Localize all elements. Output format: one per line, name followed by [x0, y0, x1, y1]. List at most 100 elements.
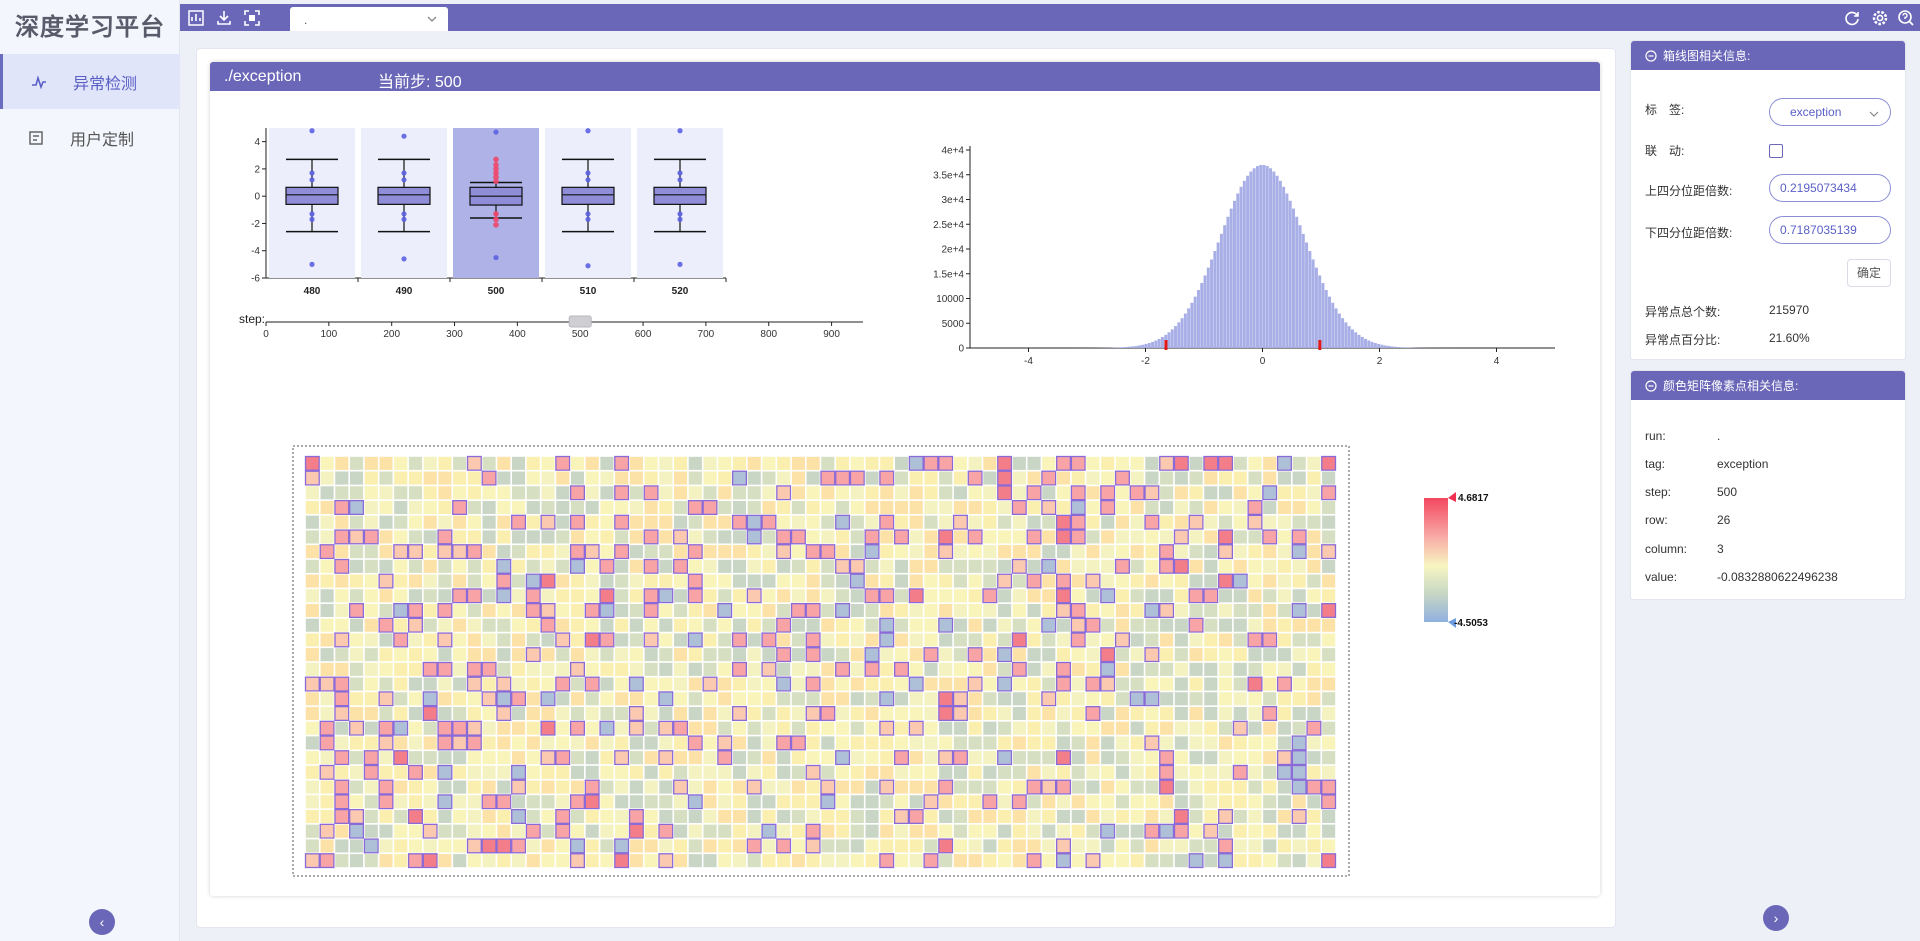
- heatmap-anomaly-cell: [702, 499, 718, 516]
- minus-circle-icon[interactable]: [1645, 379, 1657, 392]
- heatmap-cell: [1100, 691, 1115, 706]
- heatmap-cell: [408, 824, 423, 839]
- box-info-panel: 箱线图相关信息: 标 签: exception 联 动: 上四分位距倍数: 0.…: [1630, 40, 1906, 360]
- histogram-bar: [1377, 343, 1381, 348]
- total-label: 异常点总个数:: [1645, 305, 1721, 319]
- confirm-button[interactable]: 确定: [1847, 259, 1891, 287]
- minus-circle-icon[interactable]: [1645, 49, 1657, 62]
- link-field-label: 联 动:: [1645, 144, 1685, 158]
- sidebar-item-anomaly[interactable]: 异常检测: [0, 54, 180, 109]
- heatmap-cell: [1321, 559, 1336, 574]
- run-select[interactable]: .: [290, 7, 448, 31]
- heatmap-cell: [673, 809, 688, 824]
- heatmap-cell: [1188, 765, 1204, 780]
- heatmap-cell: [1277, 706, 1292, 721]
- histogram-x-tick-label: -2: [1141, 356, 1150, 367]
- fullscreen-icon[interactable]: [242, 8, 262, 28]
- heatmap-anomaly-cell: [1011, 794, 1027, 810]
- collapse-sidebar-button[interactable]: ‹: [89, 909, 115, 935]
- lower-iqr-input[interactable]: 0.7187035139: [1769, 216, 1891, 244]
- histogram-bar: [1255, 166, 1259, 348]
- histogram-bar: [1311, 259, 1315, 348]
- heatmap-cell: [408, 647, 423, 662]
- heatmap-cell: [909, 573, 924, 589]
- heatmap-cell: [570, 676, 585, 692]
- heatmap-cell: [1174, 765, 1189, 780]
- help-icon[interactable]: [1896, 8, 1916, 28]
- heatmap-cell: [423, 529, 438, 545]
- heatmap-cell: [1026, 544, 1042, 559]
- heatmap-cell: [1321, 662, 1336, 677]
- heatmap-cell: [805, 721, 821, 736]
- heatmap-cell: [364, 794, 379, 809]
- heatmap-cell: [1115, 676, 1130, 692]
- sidebar-item-custom[interactable]: 用户定制: [0, 110, 180, 165]
- download-icon[interactable]: [214, 8, 234, 28]
- link-checkbox[interactable]: [1769, 144, 1783, 158]
- chart-icon[interactable]: [186, 8, 206, 28]
- step-slider[interactable]: step:0 100 200 300 400 500 600 700 800 900: [239, 312, 863, 340]
- label-select[interactable]: exception: [1769, 98, 1891, 126]
- heatmap-cell: [349, 853, 364, 868]
- histogram-bar: [1308, 251, 1312, 348]
- heatmap-cell: [1321, 470, 1336, 486]
- histogram-bar: [1403, 347, 1407, 348]
- heatmap-cell: [1277, 529, 1292, 545]
- heatmap-cell: [967, 853, 983, 868]
- step-slider-handle[interactable]: [568, 315, 592, 328]
- heatmap-cell: [702, 529, 718, 545]
- heatmap-cell: [1071, 794, 1086, 809]
- histogram-x-tick-label: 4: [1494, 356, 1500, 367]
- info-label-column: column:: [1645, 542, 1688, 556]
- heatmap-cell: [688, 779, 703, 795]
- heatmap-cell: [658, 618, 674, 633]
- heatmap-anomaly-cell: [1159, 764, 1175, 780]
- heatmap-cell: [1026, 735, 1042, 751]
- next-button[interactable]: ›: [1763, 905, 1789, 931]
- heatmap-cell: [967, 603, 983, 618]
- heatmap-cell: [1174, 647, 1189, 662]
- heatmap-cell: [776, 515, 791, 530]
- heatmap-anomaly-cell: [1026, 529, 1042, 545]
- heatmap-cell: [1012, 544, 1027, 559]
- upper-iqr-input[interactable]: 0.2195073434: [1769, 174, 1891, 202]
- heatmap-cell: [658, 779, 674, 795]
- heatmap-cell: [643, 662, 659, 677]
- heatmap-cell: [570, 750, 585, 765]
- heatmap-cell: [1144, 838, 1160, 854]
- heatmap-cell: [467, 529, 482, 545]
- heatmap-cell: [1026, 647, 1042, 662]
- heatmap-anomaly-cell: [1188, 617, 1204, 633]
- heatmap-cell: [688, 485, 703, 500]
- heatmap-cell: [805, 809, 821, 824]
- histogram-bar: [1278, 180, 1282, 348]
- heatmap-cell: [864, 779, 880, 795]
- heatmap-cell: [717, 794, 732, 809]
- heatmap-cell: [1115, 544, 1130, 559]
- heatmap-anomaly-cell: [614, 455, 630, 471]
- heatmap-cell: [1218, 750, 1233, 765]
- heatmap-cell: [658, 735, 674, 751]
- heatmap-cell: [805, 529, 821, 545]
- heatmap-cell: [879, 544, 894, 559]
- heatmap-cell: [629, 618, 644, 633]
- heatmap-cell: [982, 765, 998, 780]
- heatmap-cell: [378, 515, 394, 530]
- heatmap-cell: [452, 485, 467, 500]
- heatmap-cell: [629, 838, 644, 854]
- heatmap-cell: [614, 618, 629, 633]
- heatmap-cell: [776, 603, 791, 618]
- heatmap-cell: [1306, 544, 1322, 559]
- heatmap-cell: [747, 691, 762, 706]
- heatmap-cell: [496, 765, 512, 780]
- heatmap-anomaly-cell: [319, 544, 335, 560]
- histogram-bar: [1233, 200, 1236, 348]
- refresh-icon[interactable]: [1842, 8, 1862, 28]
- heatmap-chart[interactable]: [292, 445, 1350, 877]
- histogram-bar: [1400, 347, 1404, 348]
- heatmap-cell: [349, 470, 364, 486]
- chevron-right-icon: ›: [1773, 910, 1779, 926]
- settings-icon[interactable]: [1870, 8, 1890, 28]
- heatmap-cell: [319, 573, 335, 589]
